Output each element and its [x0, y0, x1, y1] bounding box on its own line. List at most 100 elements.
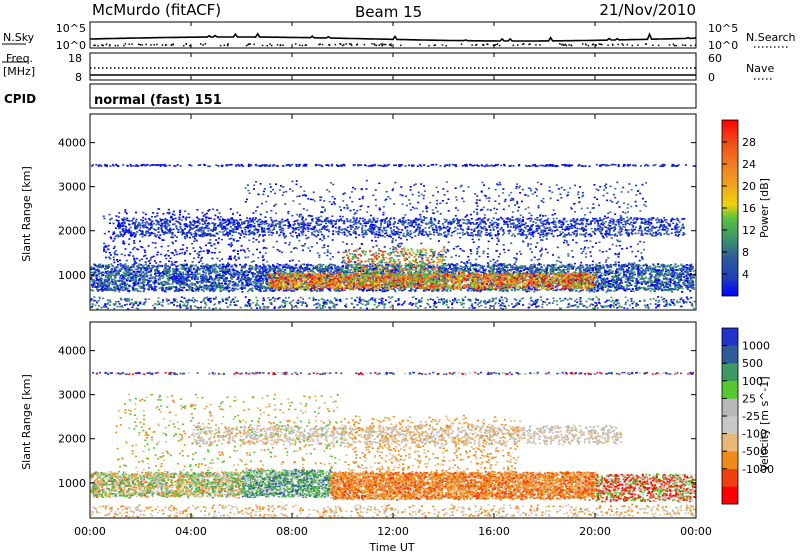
- range-gate-cell: [399, 220, 402, 222]
- range-gate-cell: [137, 248, 140, 251]
- range-gate-cell: [153, 222, 155, 225]
- range-gate-cell: [345, 204, 348, 206]
- range-gate-cell: [296, 213, 299, 216]
- range-gate-cell: [109, 254, 112, 256]
- range-gate-cell: [292, 200, 295, 202]
- range-gate-cell: [121, 222, 124, 224]
- range-gate-cell: [479, 209, 482, 211]
- range-gate-cell: [328, 190, 331, 193]
- range-gate-cell: [160, 227, 163, 230]
- range-gate-cell: [570, 206, 573, 209]
- range-gate-cell: [527, 229, 530, 231]
- range-gate-cell: [343, 231, 346, 233]
- range-gate-cell: [139, 226, 142, 229]
- range-gate-cell: [548, 186, 551, 188]
- range-gate-cell: [478, 199, 481, 201]
- range-gate-cell: [312, 191, 315, 194]
- range-gate-cell: [496, 183, 498, 185]
- range-gate-cell: [415, 223, 418, 226]
- range-gate-cell: [642, 222, 645, 224]
- range-gate-cell: [558, 226, 561, 228]
- range-gate-cell: [413, 219, 416, 221]
- range-gate-cell: [155, 235, 158, 238]
- range-gate-cell: [658, 228, 661, 231]
- range-gate-cell: [408, 199, 411, 201]
- range-gate-cell: [512, 198, 515, 200]
- range-gate-cell: [370, 222, 373, 224]
- noise-dot: [339, 43, 342, 46]
- range-gate-cell: [142, 219, 145, 222]
- range-gate-cell: [331, 232, 334, 235]
- range-gate-cell: [266, 164, 269, 167]
- range-gate-cell: [240, 249, 242, 252]
- range-gate-cell: [382, 211, 385, 214]
- range-gate-cell: [639, 165, 642, 167]
- range-gate-cell: [452, 230, 455, 233]
- range-gate-cell: [502, 234, 504, 236]
- range-gate-cell: [585, 252, 588, 255]
- range-gate-cell: [287, 227, 290, 229]
- range-gate-cell: [634, 226, 637, 229]
- range-gate-cell: [633, 228, 636, 231]
- range-gate-cell: [573, 233, 575, 236]
- range-gate-cell: [487, 232, 490, 235]
- range-gate-cell: [286, 220, 289, 222]
- range-gate-cell: [244, 228, 247, 231]
- range-gate-cell: [301, 232, 304, 235]
- range-gate-cell: [321, 165, 324, 168]
- range-gate-cell: [232, 219, 235, 221]
- range-gate-cell: [671, 163, 674, 166]
- range-gate-cell: [113, 252, 116, 254]
- range-gate-cell: [296, 235, 298, 237]
- range-gate-cell: [336, 219, 339, 221]
- range-gate-cell: [602, 224, 605, 226]
- range-gate-cell: [584, 235, 587, 238]
- range-gate-cell: [439, 202, 442, 205]
- range-gate-cell: [560, 226, 563, 229]
- range-gate-cell: [593, 184, 596, 186]
- range-gate-cell: [320, 164, 323, 167]
- range-gate-cell: [264, 234, 266, 236]
- range-gate-cell: [393, 217, 396, 219]
- range-gate-cell: [107, 248, 110, 250]
- range-gate-cell: [195, 229, 198, 232]
- range-gate-cell: [262, 235, 264, 237]
- range-gate-cell: [459, 248, 462, 250]
- range-gate-cell: [527, 230, 529, 233]
- range-gate-cell: [637, 229, 640, 232]
- range-gate-cell: [517, 206, 520, 209]
- range-gate-cell: [109, 236, 112, 238]
- range-gate-cell: [529, 217, 532, 219]
- range-gate-cell: [239, 214, 241, 216]
- range-gate-cell: [602, 235, 605, 238]
- noise-dot: [694, 44, 697, 47]
- range-gate-cell: [361, 233, 364, 236]
- range-gate-cell: [389, 222, 392, 224]
- range-gate-cell: [652, 232, 655, 234]
- range-gate-cell: [359, 223, 362, 225]
- range-gate-cell: [639, 210, 642, 212]
- range-gate-cell: [378, 207, 381, 209]
- range-gate-cell: [618, 253, 620, 256]
- range-gate-cell: [129, 235, 132, 237]
- range-gate-cell: [575, 234, 578, 236]
- range-gate-cell: [302, 245, 305, 247]
- range-gate-cell: [477, 234, 480, 237]
- range-gate-cell: [588, 165, 591, 167]
- range-gate-cell: [417, 225, 420, 227]
- range-gate-cell: [363, 222, 366, 225]
- range-gate-cell: [159, 261, 162, 263]
- range-gate-cell: [262, 234, 264, 236]
- range-gate-cell: [174, 217, 177, 220]
- range-gate-cell: [289, 232, 292, 235]
- range-gate-cell: [194, 226, 197, 228]
- range-gate-cell: [611, 243, 614, 246]
- range-gate-cell: [282, 186, 285, 188]
- range-gate-cell: [585, 220, 588, 223]
- range-gate-cell: [535, 230, 538, 233]
- range-gate-cell: [142, 211, 145, 214]
- range-gate-cell: [294, 231, 297, 234]
- noise-dot: [517, 44, 519, 46]
- range-gate-cell: [122, 235, 124, 238]
- range-gate-cell: [438, 240, 440, 242]
